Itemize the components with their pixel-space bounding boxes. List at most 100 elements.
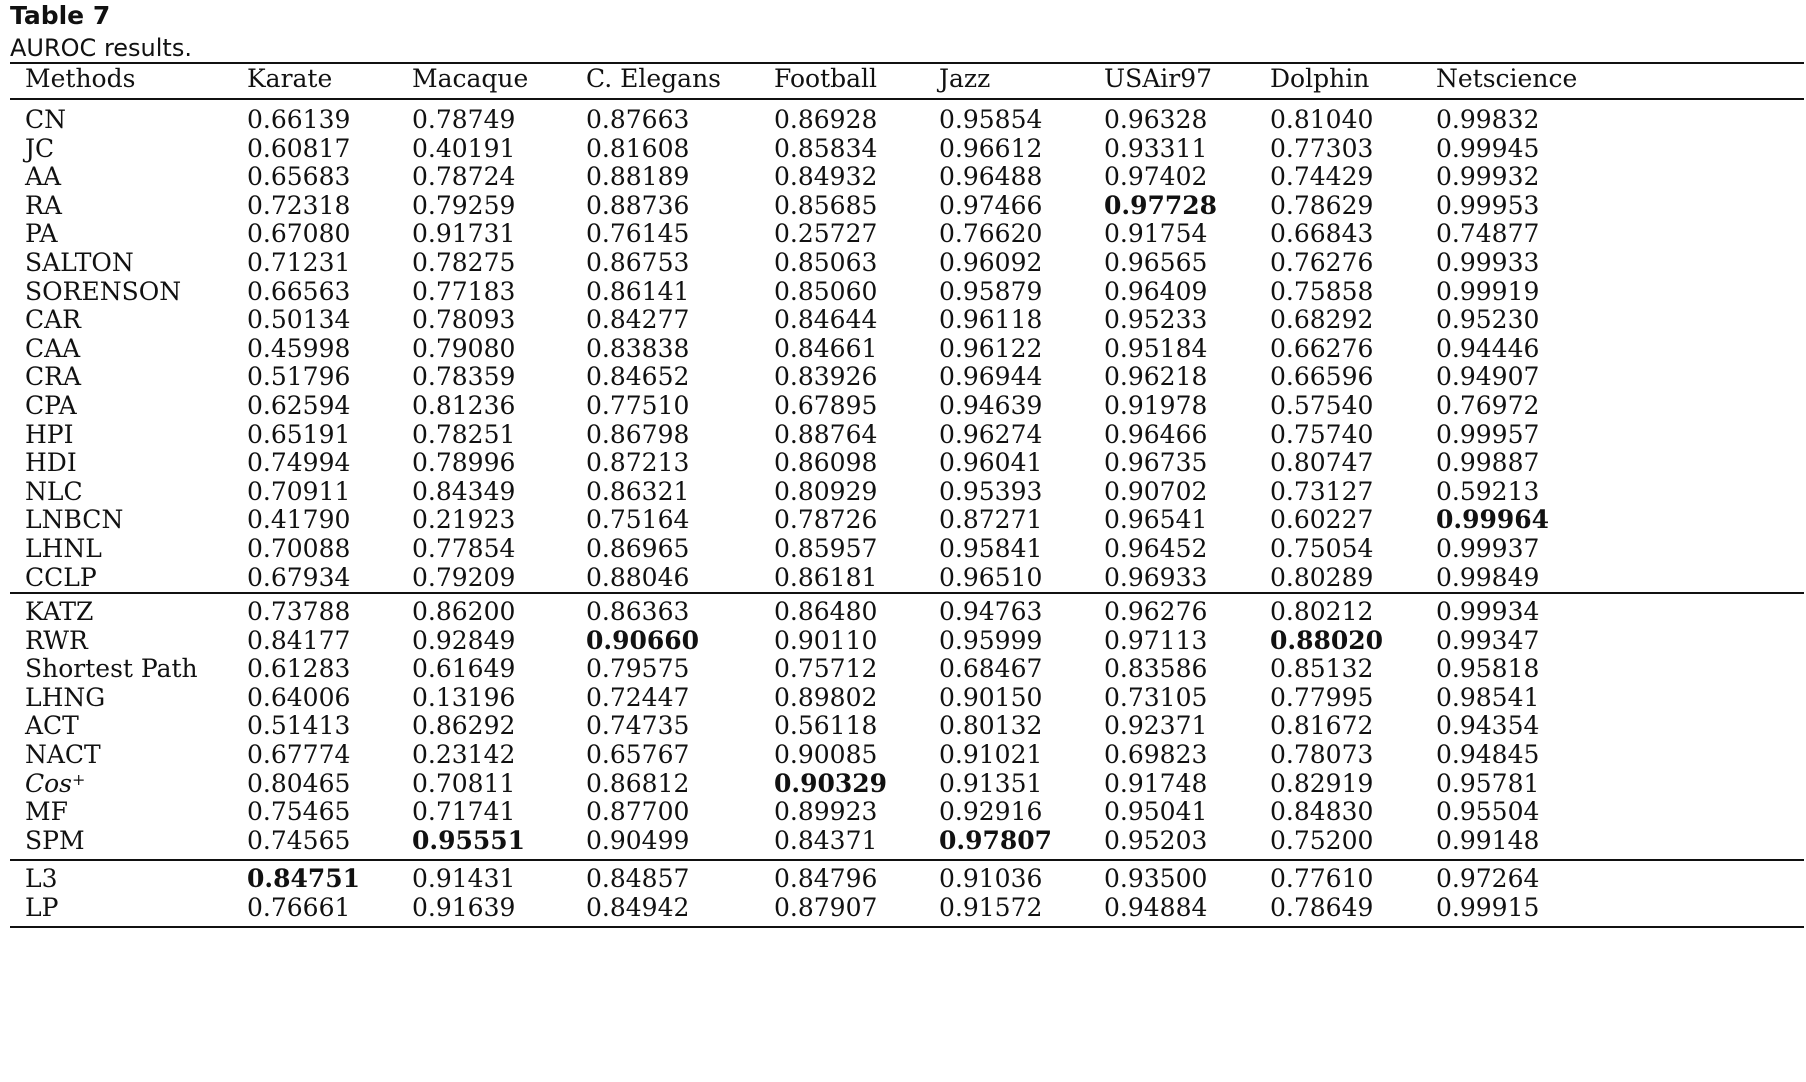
column-header: Methods: [25, 64, 136, 93]
method-superscript: +: [72, 770, 86, 789]
best-value-cell: 0.88020: [1270, 626, 1384, 655]
value-cell: 0.74994: [247, 448, 351, 477]
value-cell: 0.94763: [939, 597, 1043, 626]
value-cell: 0.93311: [1104, 134, 1208, 163]
value-cell: 0.97402: [1104, 162, 1208, 191]
value-cell: 0.96092: [939, 248, 1043, 277]
value-cell: 0.99887: [1436, 448, 1540, 477]
value-cell: 0.68467: [939, 654, 1043, 683]
value-cell: 0.86812: [586, 769, 690, 798]
table-row: LNBCN 0.41790 0.21923 0.75164 0.78726 0.87271…: [0, 503, 1806, 536]
method-name: Shortest Path: [25, 654, 198, 683]
value-cell: 0.59213: [1436, 477, 1540, 506]
table-row: SORENSON 0.66563 0.77183 0.86141 0.85060 0.95…: [0, 275, 1806, 308]
method-name: CAA: [25, 334, 81, 363]
table-row: LHNG 0.64006 0.13196 0.72447 0.89802 0.90150 0…: [0, 681, 1806, 714]
value-cell: 0.96409: [1104, 277, 1208, 306]
value-cell: 0.91754: [1104, 219, 1208, 248]
value-cell: 0.41790: [247, 505, 351, 534]
value-cell: 0.70088: [247, 534, 351, 563]
method-name: LNBCN: [25, 505, 124, 534]
value-cell: 0.90499: [586, 826, 690, 855]
value-cell: 0.78275: [412, 248, 516, 277]
value-cell: 0.75712: [774, 654, 878, 683]
table-row: CAR 0.50134 0.78093 0.84277 0.84644 0.96118 0.…: [0, 303, 1806, 336]
method-name: CRA: [25, 362, 82, 391]
value-cell: 0.78629: [1270, 191, 1374, 220]
value-cell: 0.67774: [247, 740, 351, 769]
value-cell: 0.84277: [586, 305, 690, 334]
value-cell: 0.92371: [1104, 711, 1208, 740]
value-cell: 0.99932: [1436, 162, 1540, 191]
value-cell: 0.85957: [774, 534, 878, 563]
table-row: RA 0.72318 0.79259 0.88736 0.85685 0.97466 0.9…: [0, 189, 1806, 222]
value-cell: 0.69823: [1104, 740, 1208, 769]
value-cell: 0.96510: [939, 563, 1043, 592]
value-cell: 0.50134: [247, 305, 351, 334]
value-cell: 0.75858: [1270, 277, 1374, 306]
bottom-rule: [10, 926, 1804, 928]
value-cell: 0.73127: [1270, 477, 1374, 506]
value-cell: 0.96944: [939, 362, 1043, 391]
value-cell: 0.76145: [586, 219, 690, 248]
value-cell: 0.84661: [774, 334, 878, 363]
value-cell: 0.77854: [412, 534, 516, 563]
value-cell: 0.96328: [1104, 105, 1208, 134]
column-header: Dolphin: [1270, 64, 1370, 93]
column-header: Netscience: [1436, 64, 1578, 93]
value-cell: 0.94907: [1436, 362, 1540, 391]
table-row: CN 0.66139 0.78749 0.87663 0.86928 0.95854 0.9…: [0, 103, 1806, 136]
value-cell: 0.96218: [1104, 362, 1208, 391]
value-cell: 0.95781: [1436, 769, 1540, 798]
method-name: LHNL: [25, 534, 102, 563]
group-separator-rule: [10, 859, 1804, 861]
value-cell: 0.77995: [1270, 683, 1374, 712]
table-row: NLC 0.70911 0.84349 0.86321 0.80929 0.95393 0.…: [0, 475, 1806, 508]
value-cell: 0.85685: [774, 191, 878, 220]
value-cell: 0.83586: [1104, 654, 1208, 683]
method-name: JC: [25, 134, 55, 163]
value-cell: 0.70811: [412, 769, 516, 798]
table-row: PA 0.67080 0.91731 0.76145 0.25727 0.76620 0.9…: [0, 217, 1806, 250]
table-row: Cos+ 0.80465 0.70811 0.86812 0.90329 0.91351 0…: [0, 767, 1806, 800]
value-cell: 0.81672: [1270, 711, 1374, 740]
value-cell: 0.94884: [1104, 893, 1208, 922]
value-cell: 0.78251: [412, 420, 516, 449]
value-cell: 0.91036: [939, 864, 1043, 893]
value-cell: 0.99832: [1436, 105, 1540, 134]
value-cell: 0.75740: [1270, 420, 1374, 449]
value-cell: 0.87700: [586, 797, 690, 826]
value-cell: 0.86098: [774, 448, 878, 477]
value-cell: 0.99919: [1436, 277, 1540, 306]
value-cell: 0.66139: [247, 105, 351, 134]
value-cell: 0.98541: [1436, 683, 1540, 712]
value-cell: 0.99933: [1436, 248, 1540, 277]
value-cell: 0.93500: [1104, 864, 1208, 893]
method-name: HDI: [25, 448, 77, 477]
best-value-cell: 0.99964: [1436, 505, 1550, 534]
table-row: Shortest Path 0.61283 0.61649 0.79575 0.7571…: [0, 652, 1806, 685]
table-row: NACT 0.67774 0.23142 0.65767 0.90085 0.91021 0…: [0, 738, 1806, 771]
value-cell: 0.78724: [412, 162, 516, 191]
table-row: SPM 0.74565 0.95551 0.90499 0.84371 0.97807 0.…: [0, 824, 1806, 857]
value-cell: 0.67895: [774, 391, 878, 420]
table-row: CPA 0.62594 0.81236 0.77510 0.67895 0.94639 0.…: [0, 389, 1806, 422]
value-cell: 0.94845: [1436, 740, 1540, 769]
column-header: C. Elegans: [586, 64, 722, 93]
table-row: ACT 0.51413 0.86292 0.74735 0.56118 0.80132 0.…: [0, 709, 1806, 742]
column-header: Jazz: [939, 64, 991, 93]
value-cell: 0.86798: [586, 420, 690, 449]
value-cell: 0.75465: [247, 797, 351, 826]
table-row: JC 0.60817 0.40191 0.81608 0.85834 0.96612 0.9…: [0, 132, 1806, 165]
column-header: Macaque: [412, 64, 529, 93]
value-cell: 0.95230: [1436, 305, 1540, 334]
value-cell: 0.57540: [1270, 391, 1374, 420]
value-cell: 0.79209: [412, 563, 516, 592]
value-cell: 0.84177: [247, 626, 351, 655]
value-cell: 0.64006: [247, 683, 351, 712]
value-cell: 0.86200: [412, 597, 516, 626]
value-cell: 0.95841: [939, 534, 1043, 563]
value-cell: 0.91572: [939, 893, 1043, 922]
method-name: NLC: [25, 477, 83, 506]
value-cell: 0.61283: [247, 654, 351, 683]
